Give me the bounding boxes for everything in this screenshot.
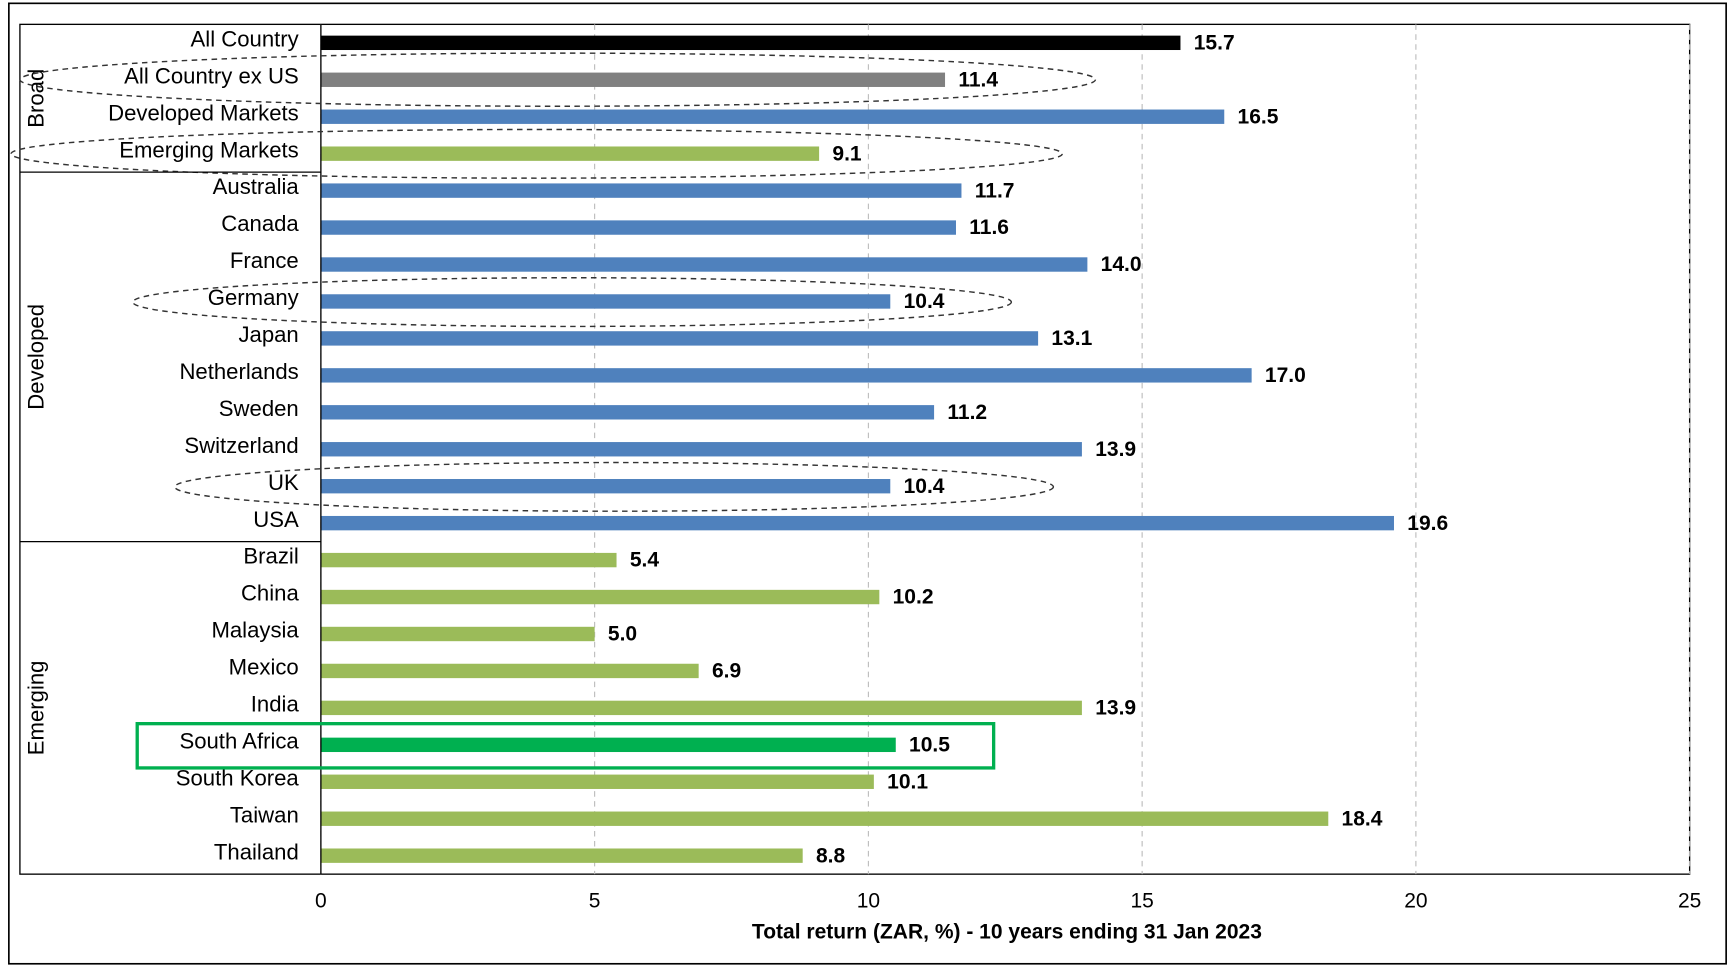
category-label: India	[251, 692, 300, 717]
value-label: 16.5	[1238, 105, 1279, 128]
category-label: Japan	[238, 322, 298, 347]
x-axis-title: Total return (ZAR, %) - 10 years ending …	[752, 920, 1262, 943]
value-label: 5.4	[630, 549, 660, 572]
category-label: Canada	[221, 211, 299, 236]
highlight-ellipse	[174, 461, 1055, 512]
highlight-ellipse	[10, 128, 1063, 179]
category-label: USA	[253, 507, 299, 532]
bar	[320, 405, 935, 420]
category-label: South Africa	[179, 728, 299, 753]
bar	[320, 257, 1088, 272]
category-label: Netherlands	[179, 359, 298, 384]
x-tick-label: 25	[1678, 889, 1701, 912]
value-label: 19.6	[1407, 512, 1448, 535]
value-label: 10.1	[887, 770, 928, 793]
group-label: Broad	[23, 69, 48, 128]
bar	[320, 552, 617, 568]
value-label: 6.9	[712, 660, 741, 683]
value-label: 18.4	[1342, 807, 1383, 830]
bar	[320, 294, 891, 309]
x-tick-label: 0	[315, 889, 327, 912]
bar	[320, 331, 1039, 346]
value-label: 17.0	[1265, 364, 1306, 387]
category-label: UK	[268, 470, 299, 495]
bar	[320, 589, 880, 605]
bar	[320, 146, 820, 161]
value-label: 9.1	[832, 142, 862, 165]
value-label: 8.8	[816, 844, 846, 867]
value-label: 13.9	[1095, 697, 1136, 720]
category-label: Germany	[208, 285, 300, 310]
category-label: Brazil	[243, 544, 298, 569]
bar	[320, 811, 1329, 826]
highlight-box	[135, 722, 996, 770]
x-tick-label: 5	[589, 889, 601, 912]
value-label: 15.7	[1194, 31, 1235, 54]
category-label: Australia	[213, 174, 300, 199]
category-label: All Country ex US	[124, 63, 299, 88]
value-label: 11.6	[969, 216, 1009, 239]
bar	[320, 774, 874, 789]
category-label: Malaysia	[211, 618, 299, 643]
group-label: Emerging	[23, 661, 48, 756]
value-label: 10.4	[904, 475, 945, 498]
category-label: Taiwan	[230, 802, 299, 827]
category-label: Emerging Markets	[119, 137, 299, 162]
value-label: 11.7	[975, 179, 1015, 202]
bar	[320, 183, 962, 198]
x-tick-label: 15	[1130, 889, 1153, 912]
value-label: 14.0	[1101, 253, 1142, 276]
category-label: Sweden	[219, 396, 299, 421]
value-label: 10.5	[909, 733, 950, 756]
highlight-ellipse	[19, 52, 1097, 107]
bar	[320, 737, 896, 753]
bar	[320, 72, 946, 87]
bar	[320, 515, 1394, 531]
bar	[320, 848, 803, 863]
bars	[320, 35, 1394, 863]
bar	[320, 368, 1252, 383]
category-label: Mexico	[229, 655, 299, 680]
value-label: 11.2	[947, 401, 987, 424]
category-label: Developed Markets	[108, 100, 299, 125]
category-label: France	[230, 248, 299, 273]
category-label: Switzerland	[184, 433, 298, 458]
value-label: 13.9	[1095, 438, 1136, 461]
value-label: 10.4	[904, 290, 945, 313]
bar	[320, 220, 956, 235]
category-label: All Country	[191, 26, 300, 51]
highlight-ellipse	[132, 277, 1013, 328]
value-label: 11.4	[958, 68, 998, 91]
bar	[320, 700, 1082, 716]
bar	[320, 109, 1225, 124]
bar	[320, 35, 1181, 51]
bar	[320, 479, 891, 494]
bar	[320, 626, 595, 642]
category-label: China	[241, 581, 300, 606]
bar	[320, 663, 699, 679]
x-tick-label: 20	[1404, 889, 1427, 912]
outer-frame	[8, 2, 1727, 965]
plot-frame	[19, 23, 1691, 875]
x-tick-label: 10	[857, 889, 880, 912]
value-label: 13.1	[1051, 327, 1092, 350]
value-label: 5.0	[608, 623, 637, 646]
group-label: Developed	[23, 304, 48, 410]
category-label: Thailand	[214, 839, 299, 864]
value-label: 10.2	[893, 586, 934, 609]
bar	[320, 442, 1082, 457]
category-label: South Korea	[176, 765, 300, 790]
